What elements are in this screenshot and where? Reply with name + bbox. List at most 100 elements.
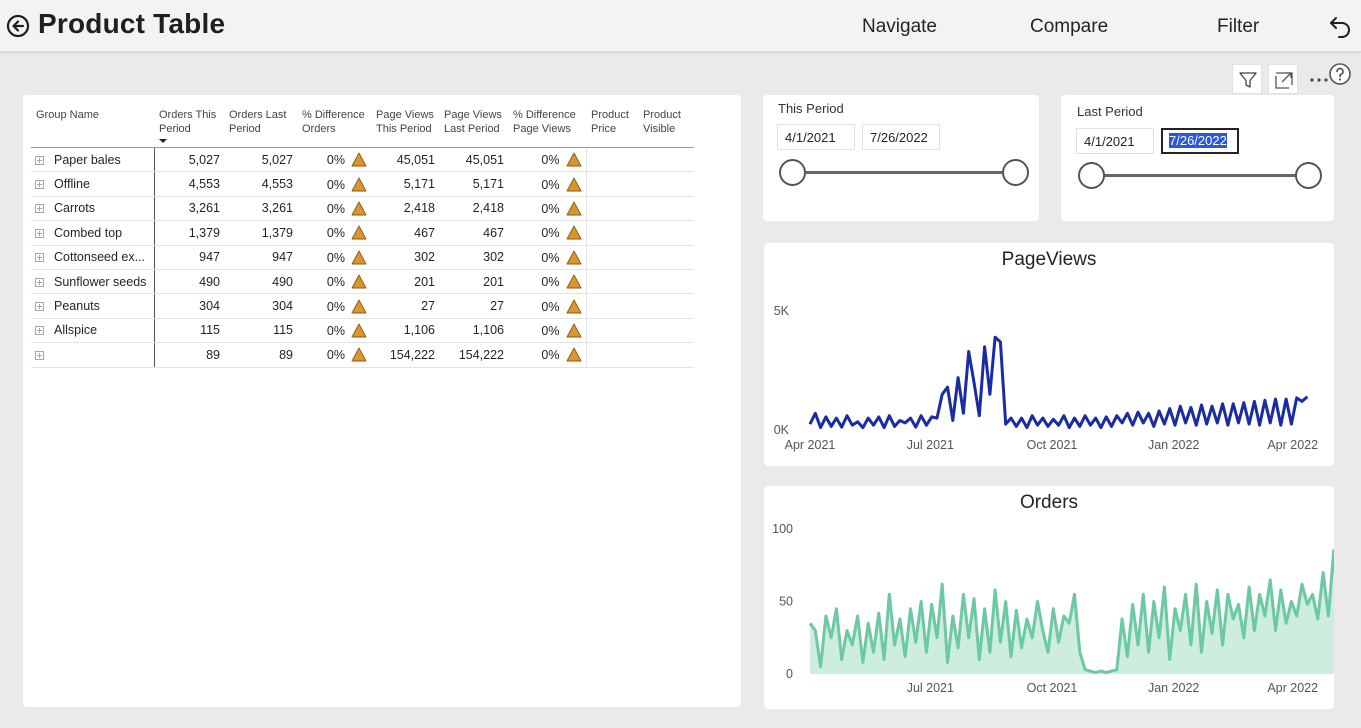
group-name-cell: Sunflower seeds (31, 269, 155, 295)
page-views-this-period-cell: 2,418 (371, 196, 439, 222)
orders-last-period-cell: 3,261 (224, 196, 297, 222)
pct-difference-page-views-cell: 0% (508, 220, 586, 246)
warning-triangle-icon (566, 225, 581, 240)
page-views-last-period-cell: 27 (439, 293, 508, 319)
series-line[interactable] (808, 549, 1334, 675)
group-name: Sunflower seeds (54, 274, 147, 289)
column-header-orders-last-period[interactable]: Orders Last Period (224, 105, 297, 148)
group-name: Paper bales (54, 152, 121, 167)
group-name-cell: Paper bales (31, 147, 155, 173)
expand-plus-icon[interactable] (35, 155, 44, 165)
more-options-icon (1310, 78, 1328, 82)
pct-value: 0% (541, 250, 560, 265)
column-header-product-price[interactable]: Product Price (586, 105, 638, 148)
column-header-product-visible[interactable]: Product Visible (638, 105, 694, 148)
x-tick-label: Oct 2021 (1027, 438, 1078, 452)
expand-plus-icon[interactable] (35, 326, 44, 336)
product-price-cell (585, 220, 638, 246)
table-row[interactable]: Peanuts 304 304 0% 27 27 0% (31, 293, 694, 319)
orders-area-chart[interactable]: Jul 2021 Oct 2021 Jan 2022 Apr 2022 0 50 100 (764, 486, 1334, 709)
group-name: Allspice (54, 323, 98, 338)
table-row[interactable]: Allspice 115 115 0% 1,106 1,106 0% (31, 318, 694, 344)
column-header-group-name[interactable]: Group Name (31, 105, 154, 148)
pct-value: 0% (326, 226, 345, 241)
page-views-last-period-cell: 154,222 (439, 342, 508, 368)
pct-difference-orders-cell: 0% (297, 342, 371, 368)
pageviews-chart-visual: PageViews Apr 2021 Jul 2021 Oct 2021 Jan 20… (764, 243, 1334, 466)
compare-button[interactable]: Compare (1030, 16, 1109, 37)
product-price-cell (585, 293, 638, 319)
expand-plus-icon[interactable] (35, 204, 44, 214)
pct-value: 0% (326, 201, 345, 216)
slicer-title: This Period (778, 101, 844, 116)
more-options-button[interactable] (1306, 64, 1332, 94)
column-header-page-views-last-period[interactable]: Page Views Last Period (439, 105, 508, 148)
pct-value: 0% (326, 275, 345, 290)
table-row[interactable]: Paper bales 5,027 5,027 0% 45,051 45,051 0% (31, 147, 694, 173)
focus-mode-button[interactable] (1268, 64, 1298, 94)
pct-difference-orders-cell: 0% (297, 171, 371, 197)
expand-plus-icon[interactable] (35, 277, 44, 287)
table-row[interactable]: Combed top 1,379 1,379 0% 467 467 0% (31, 220, 694, 246)
undo-icon[interactable] (1327, 14, 1353, 38)
warning-triangle-icon (351, 201, 367, 216)
orders-last-period-cell: 947 (224, 245, 297, 270)
group-name-cell: Combed top (31, 220, 155, 246)
pct-difference-page-views-cell: 0% (508, 245, 586, 270)
range-end-handle[interactable] (1295, 162, 1322, 189)
product-visible-cell (638, 342, 694, 368)
warning-triangle-icon (351, 347, 367, 362)
column-header-orders-this-period[interactable]: Orders This Period (154, 105, 224, 148)
warning-triangle-icon (351, 225, 367, 240)
page-views-this-period-cell: 27 (371, 293, 439, 319)
x-tick-label: Apr 2022 (1267, 681, 1318, 695)
pct-value: 0% (326, 348, 345, 363)
range-end-handle[interactable] (1002, 159, 1029, 186)
warning-triangle-icon (566, 152, 581, 167)
series-line[interactable] (808, 335, 1309, 430)
group-name: Combed top (54, 225, 123, 240)
navigate-button[interactable]: Navigate (862, 16, 937, 37)
column-header-page-views-this-period[interactable]: Page Views This Period (371, 105, 439, 148)
pct-difference-orders-cell: 0% (297, 147, 371, 173)
help-circle-icon[interactable] (1328, 62, 1352, 86)
pct-value: 0% (326, 153, 345, 168)
page-views-last-period-cell: 1,106 (439, 318, 508, 344)
expand-plus-icon[interactable] (35, 253, 44, 263)
chart-title: Orders (1019, 492, 1079, 513)
column-header-pct-difference-orders[interactable]: % Difference Orders (297, 105, 371, 148)
filter-visual-button[interactable] (1232, 64, 1262, 94)
expand-plus-icon[interactable] (35, 302, 44, 312)
expand-plus-icon[interactable] (35, 180, 44, 190)
start-date-input[interactable]: 4/1/2021 (1076, 128, 1154, 154)
warning-triangle-icon (351, 250, 367, 265)
table-row[interactable]: Cottonseed ex... 947 947 0% 302 302 0% (31, 245, 694, 270)
range-start-handle[interactable] (1078, 162, 1105, 189)
top-bar: Product Table Navigate Compare Filter (0, 0, 1361, 52)
pageviews-line-chart[interactable]: Apr 2021 Jul 2021 Oct 2021 Jan 2022 Apr 2022… (764, 243, 1334, 466)
orders-last-period-cell: 89 (224, 342, 297, 368)
pct-value: 0% (541, 299, 560, 314)
group-name-cell (31, 342, 155, 368)
end-date-input[interactable]: 7/26/2022 (1161, 128, 1239, 154)
column-header-pct-difference-page-views[interactable]: % Difference Page Views (508, 105, 586, 148)
back-arrow-circle-icon[interactable] (6, 14, 30, 38)
pct-value: 0% (326, 299, 345, 314)
page-views-this-period-cell: 154,222 (371, 342, 439, 368)
pct-value: 0% (541, 226, 560, 241)
table-row[interactable]: 89 89 0% 154,222 154,222 0% (31, 342, 694, 368)
expand-plus-icon[interactable] (35, 350, 44, 360)
table-row[interactable]: Carrots 3,261 3,261 0% 2,418 2,418 0% (31, 196, 694, 222)
table-row[interactable]: Sunflower seeds 490 490 0% 201 201 0% (31, 269, 694, 295)
product-visible-cell (638, 220, 694, 246)
pct-value: 0% (326, 177, 345, 192)
expand-plus-icon[interactable] (35, 228, 44, 238)
filter-button[interactable]: Filter (1217, 16, 1260, 37)
pct-difference-orders-cell: 0% (297, 293, 371, 319)
start-date-input[interactable]: 4/1/2021 (777, 124, 855, 150)
pct-value: 0% (326, 250, 345, 265)
end-date-input[interactable]: 7/26/2022 (862, 124, 940, 150)
table-row[interactable]: Offline 4,553 4,553 0% 5,171 5,171 0% (31, 171, 694, 197)
product-visible-cell (638, 269, 694, 295)
range-start-handle[interactable] (779, 159, 806, 186)
